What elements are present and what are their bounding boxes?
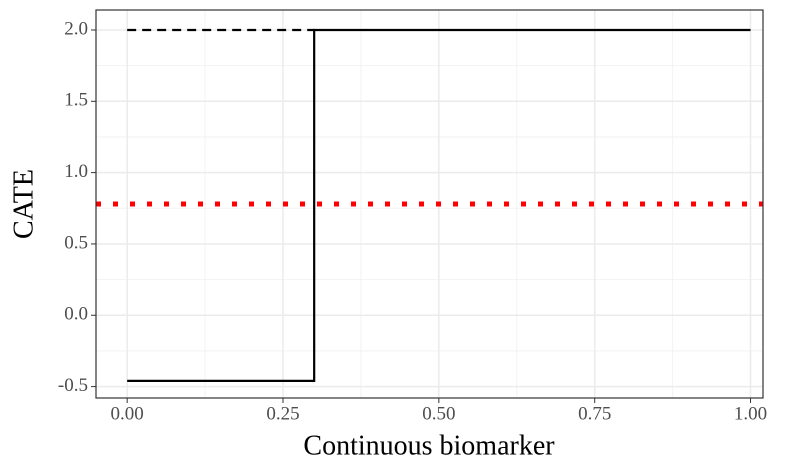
y-tick-label: 1.5 <box>64 90 88 111</box>
x-tick-label: 1.00 <box>734 403 767 424</box>
panel-border <box>95 9 764 399</box>
x-tick-label: 0.25 <box>266 403 299 424</box>
x-tick-label: 0.00 <box>111 403 144 424</box>
y-tick-label: 0.0 <box>64 304 88 325</box>
panel <box>96 10 763 398</box>
x-tick-label: 0.50 <box>422 403 455 424</box>
x-tick-label: 0.75 <box>578 403 611 424</box>
line-solid <box>127 28 751 382</box>
y-tick-label: 1.0 <box>64 161 88 182</box>
y-tick-label: 2.0 <box>64 18 88 39</box>
y-tick-label: 0.5 <box>64 232 88 253</box>
y-axis-title: CATE <box>8 169 39 239</box>
y-tick-label: -0.5 <box>58 375 88 396</box>
x-axis-title: Continuous biomarker <box>303 430 555 461</box>
